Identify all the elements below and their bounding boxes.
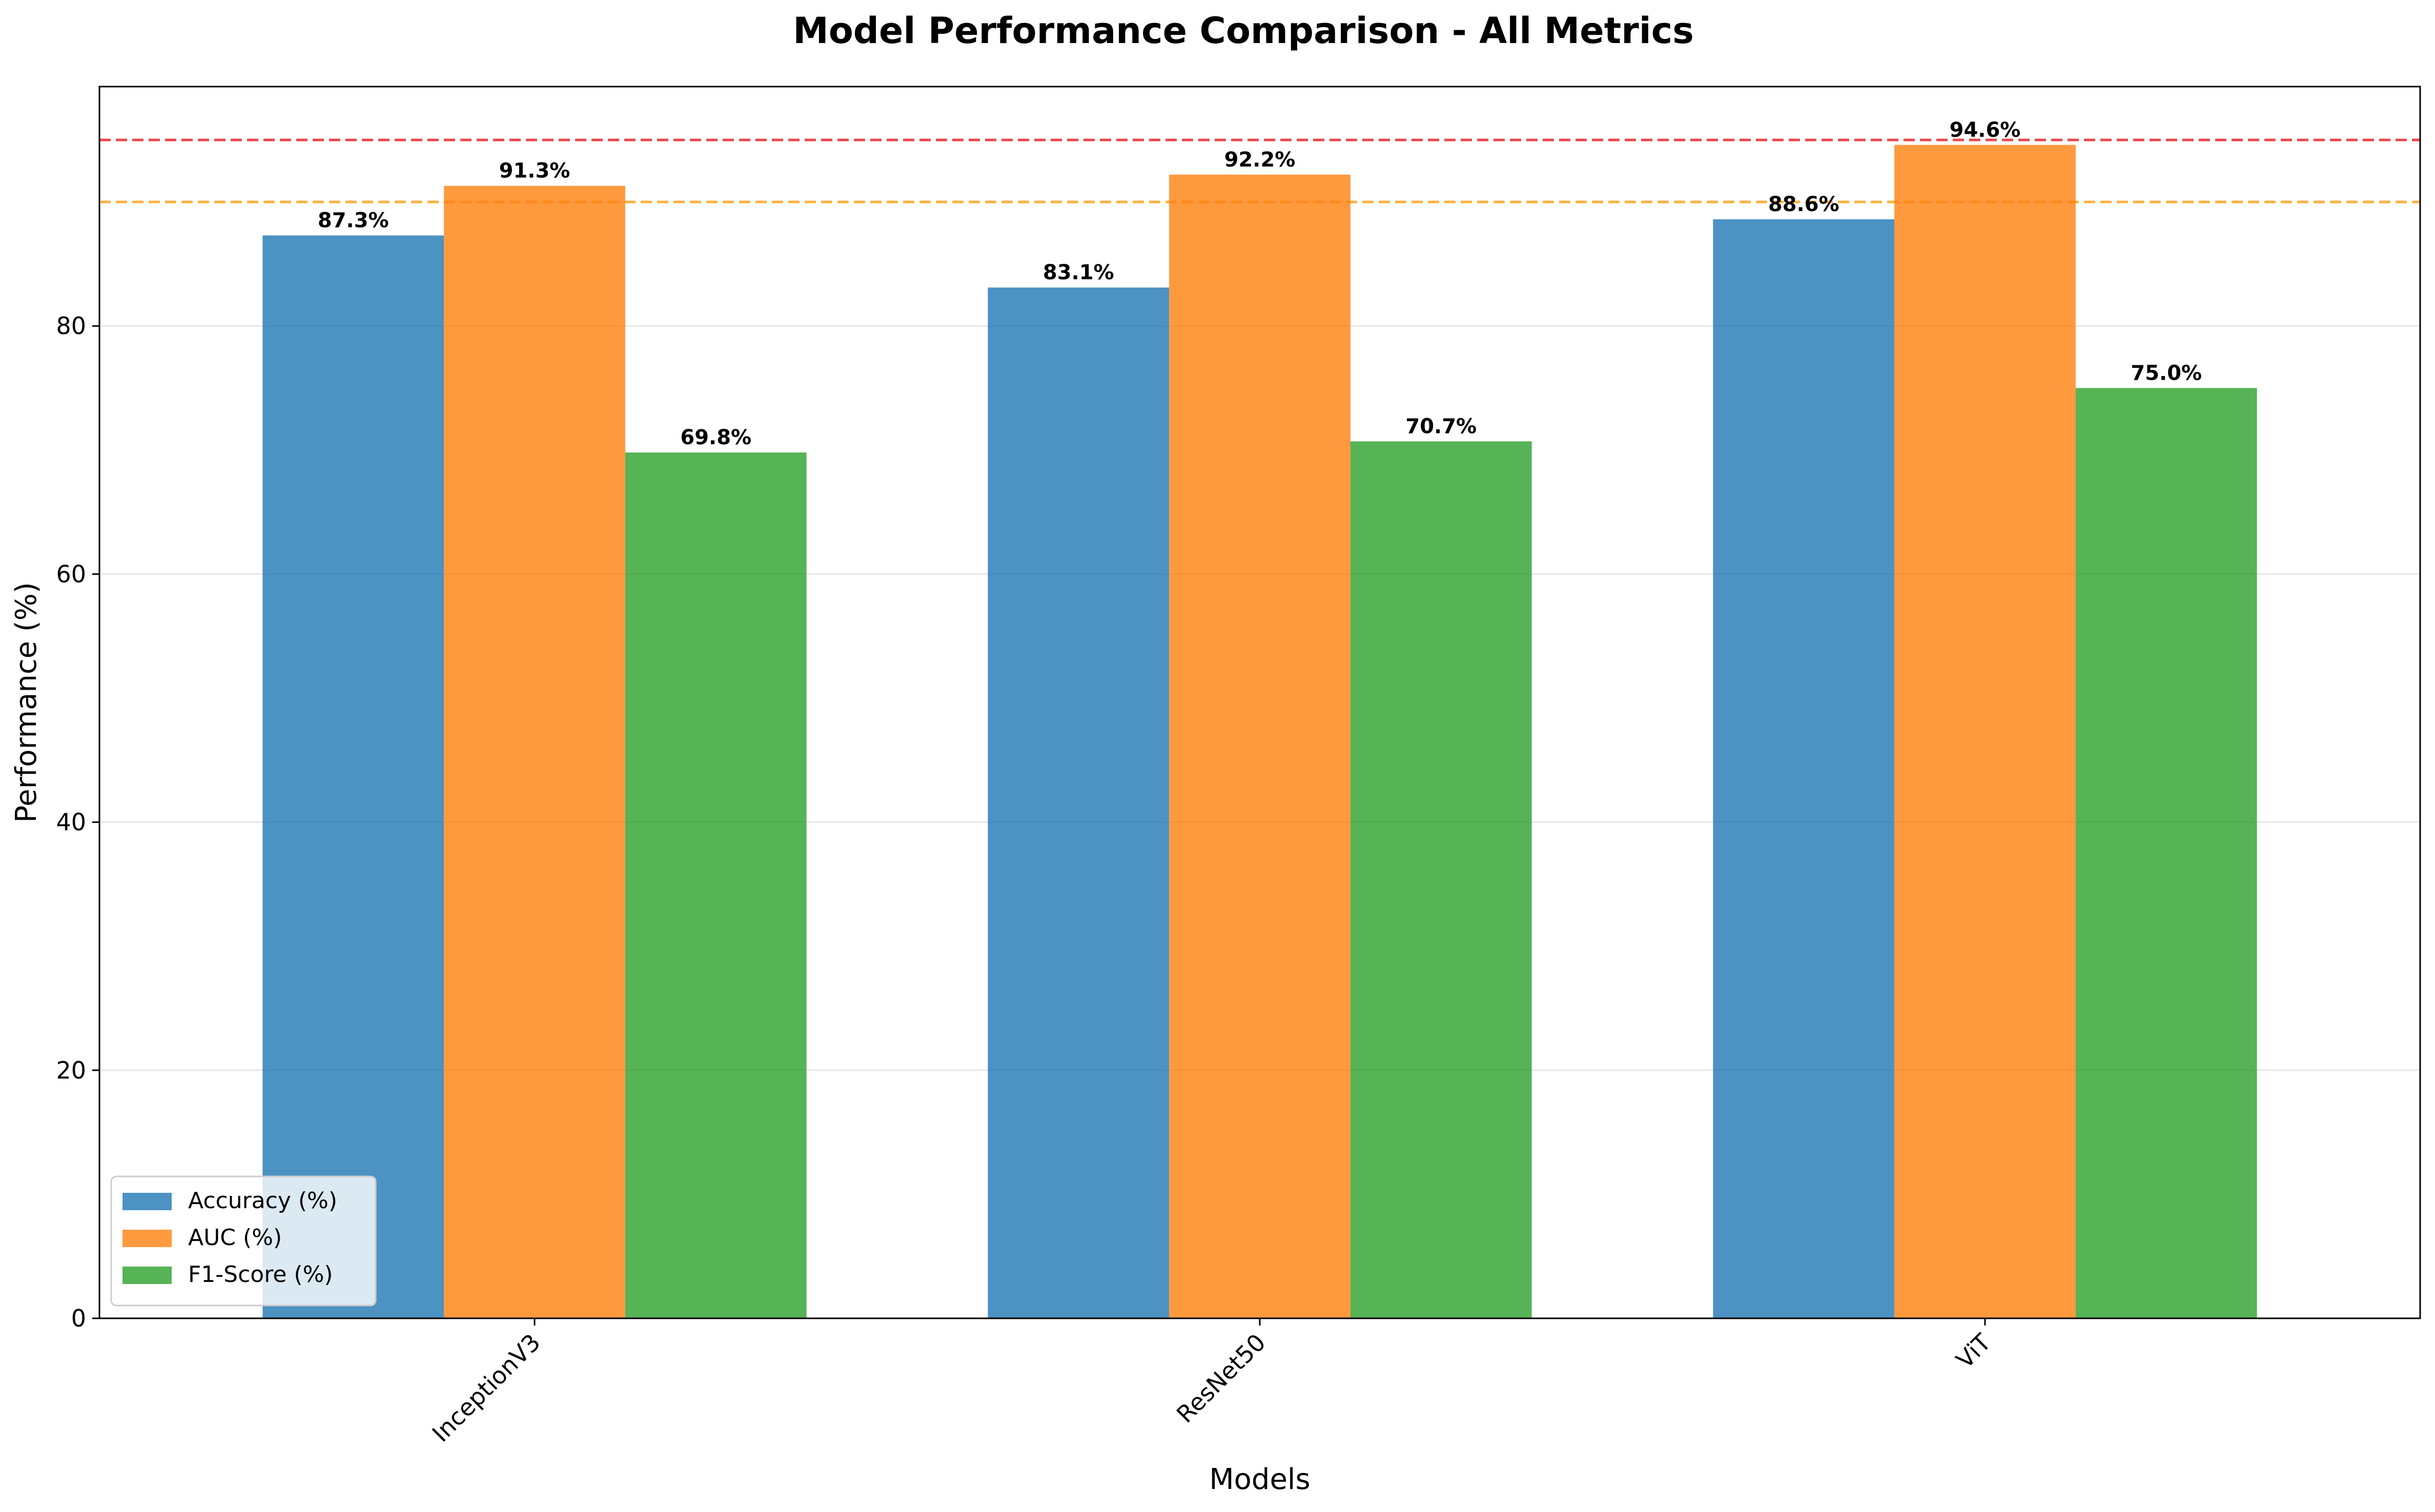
bar xyxy=(444,185,625,1318)
data-label: 92.2% xyxy=(1224,148,1296,172)
legend-box xyxy=(110,1175,377,1307)
data-label: 87.3% xyxy=(318,209,389,233)
y-axis: 0 20 40 60 80 xyxy=(56,312,99,1332)
data-label: 75.0% xyxy=(2131,361,2202,385)
legend-swatch xyxy=(122,1230,172,1247)
data-label: 88.6% xyxy=(1768,193,1839,216)
legend-swatch xyxy=(122,1193,172,1210)
bar xyxy=(1350,441,1532,1318)
data-label: 91.3% xyxy=(499,159,570,183)
legend-label: AUC (%) xyxy=(188,1225,282,1251)
legend: Accuracy (%) AUC (%) F1-Score (%) xyxy=(110,1175,377,1307)
legend-swatch xyxy=(122,1267,172,1284)
bar xyxy=(262,235,444,1318)
y-tick-label: 60 xyxy=(56,560,86,588)
chart-title: Model Performance Comparison - All Metri… xyxy=(793,10,1694,52)
x-axis-label: Models xyxy=(1209,1463,1310,1496)
bar xyxy=(1169,174,1350,1318)
bar xyxy=(1713,219,1895,1319)
data-label: 94.6% xyxy=(1950,118,2021,142)
legend-label: Accuracy (%) xyxy=(188,1188,337,1214)
data-label: 69.8% xyxy=(680,426,751,449)
y-tick-label: 80 xyxy=(56,312,86,340)
y-tick-label: 20 xyxy=(56,1057,86,1084)
legend-label: F1-Score (%) xyxy=(188,1261,333,1288)
y-tick-label: 0 xyxy=(71,1304,86,1332)
y-tick-label: 40 xyxy=(56,809,86,836)
bar xyxy=(2075,388,2257,1318)
bar xyxy=(625,452,807,1319)
y-axis-label: Performance (%) xyxy=(10,582,43,823)
data-label: 83.1% xyxy=(1043,261,1114,284)
bar xyxy=(1894,144,2076,1319)
bar-series xyxy=(262,144,2257,1319)
data-label: 70.7% xyxy=(1405,415,1477,438)
bar xyxy=(988,287,1170,1318)
data-labels: 87.3% 83.1% 88.6% 91.3% 92.2% 94.6% 69.8% 70.7%… xyxy=(318,118,2202,449)
